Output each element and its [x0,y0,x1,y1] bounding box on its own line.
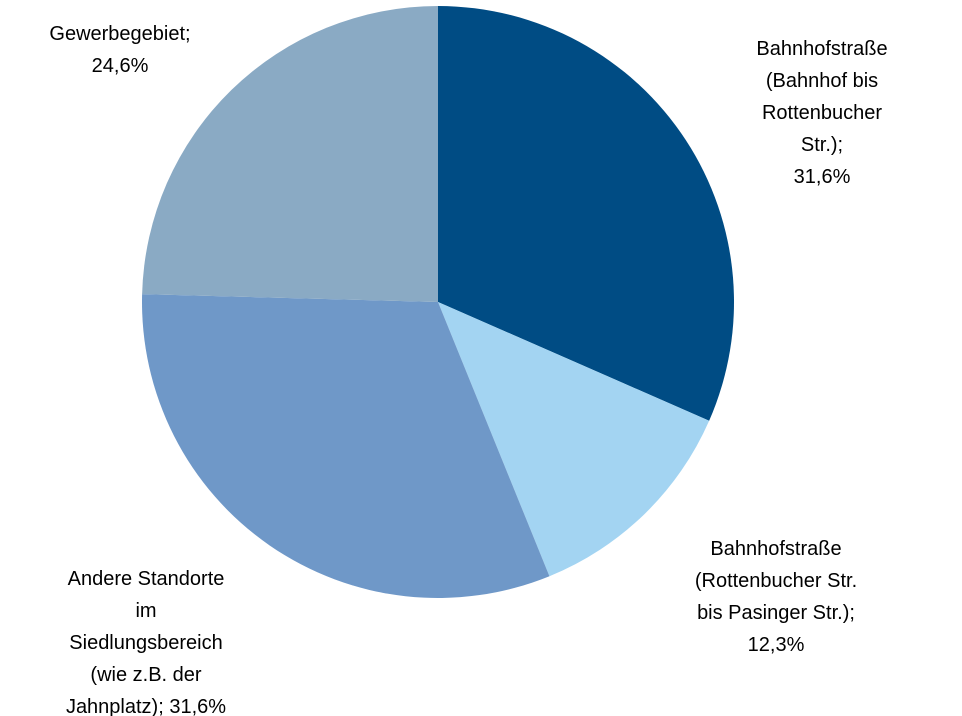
category-label: Bahnhofstraße (Rottenbucher Str. bis Pas… [694,538,858,624]
value-label: 24,6% [91,55,149,77]
category-label: Bahnhofstraße (Bahnhof bis Rottenbucher … [756,38,888,156]
label-separator: ; [185,23,191,45]
label-separator: ; [849,602,855,624]
label-separator: ; [158,696,164,716]
pie-slice [438,302,710,577]
pie-slice [142,6,438,302]
value-label: 31,6% [793,166,851,188]
category-label: Andere Standorte im Siedlungsbereich (wi… [65,568,225,716]
data-label: Gewerbegebiet; 24,6% [49,18,190,82]
data-label: Andere Standorte im Siedlungsbereich (wi… [66,563,226,716]
label-separator: ; [837,134,844,156]
pie-slice [438,6,735,421]
value-label: 12,3% [747,634,805,656]
pie-slice [142,294,550,598]
data-label: Bahnhofstraße (Rottenbucher Str. bis Pas… [695,533,857,661]
category-label: Gewerbegebiet [49,23,186,45]
data-label: Bahnhofstraße (Bahnhof bis Rottenbucher … [752,33,892,193]
value-label: 31,6% [169,696,227,716]
